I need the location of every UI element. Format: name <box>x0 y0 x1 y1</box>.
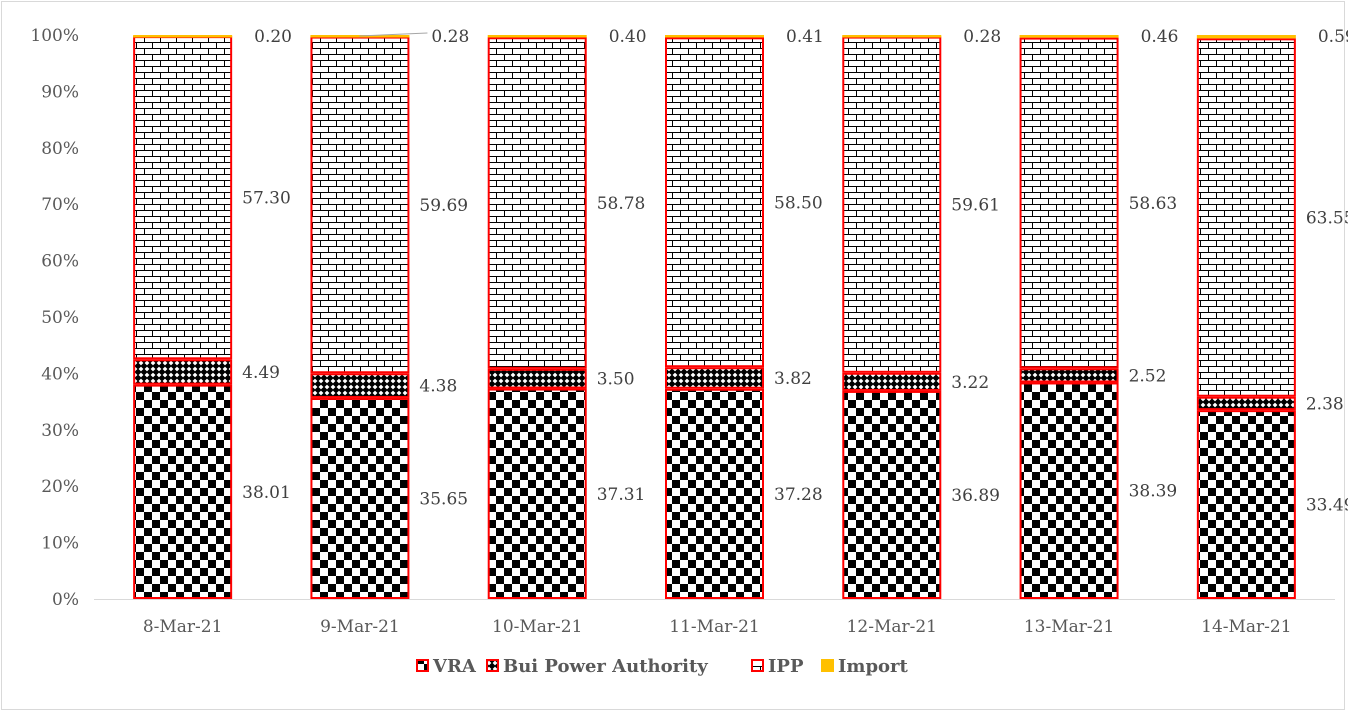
x-tick-label: 9-Mar-21 <box>320 617 400 637</box>
bar-segment-ipp <box>842 36 942 373</box>
data-label-bui-power-authority: 3.50 <box>597 370 635 390</box>
bar-segment-vra <box>665 388 764 599</box>
data-label-ipp: 59.69 <box>419 196 468 216</box>
bars <box>133 35 1296 600</box>
legend-label-ipp: IPP <box>768 656 804 677</box>
bar-segment-bui-power-authority <box>1196 396 1296 411</box>
bar-segment-import <box>665 35 764 38</box>
data-label-vra: 35.65 <box>419 489 468 509</box>
y-tick-label: 0% <box>52 590 79 610</box>
data-label-import: 0.40 <box>609 27 647 47</box>
bar-segment-import <box>842 35 942 38</box>
data-label-vra: 38.01 <box>242 483 291 503</box>
bar-segment-ipp <box>1019 37 1119 369</box>
x-axis: 8-Mar-21 9-Mar-21 10-Mar-21 11-Mar-21 12-Mar… <box>143 617 1292 637</box>
y-tick-label: 60% <box>41 252 79 272</box>
data-label-import: 0.28 <box>963 27 1001 47</box>
y-tick-label: 90% <box>41 82 79 102</box>
data-label-ipp: 63.55 <box>1306 209 1348 229</box>
data-label-vra: 37.31 <box>597 485 646 505</box>
leader-lines <box>359 32 428 37</box>
y-axis: 0% 10% 20% 30% 40% 50% 60% 70% 80% 90% 100% <box>30 26 79 610</box>
data-label-import: 0.20 <box>254 27 292 47</box>
bar-segment-import <box>487 35 587 38</box>
bar-segment-vra <box>1019 382 1119 599</box>
data-label-vra: 38.39 <box>1129 482 1178 502</box>
legend-swatch-bui-power-authority <box>486 659 499 672</box>
data-label-import: 0.59 <box>1318 27 1348 47</box>
data-label-ipp: 58.63 <box>1129 194 1178 214</box>
leader-line <box>359 32 428 37</box>
bar-segment-vra <box>133 384 233 599</box>
y-tick-label: 70% <box>41 195 79 215</box>
data-label-vra: 37.28 <box>774 485 823 505</box>
data-label-ipp: 58.50 <box>774 193 823 213</box>
bar-segment-ipp <box>665 37 764 368</box>
data-label-bui-power-authority: 3.22 <box>951 373 989 393</box>
y-tick-label: 80% <box>41 139 79 159</box>
data-label-import: 0.41 <box>786 27 824 47</box>
bar-segment-bui-power-authority <box>133 359 233 385</box>
bar-segment-import <box>1196 35 1296 39</box>
y-tick-label: 50% <box>41 308 79 328</box>
bar-segment-vra <box>310 397 410 599</box>
x-tick-label: 10-Mar-21 <box>492 617 582 637</box>
bar-segment-import <box>1019 35 1119 38</box>
y-tick-label: 30% <box>41 421 79 441</box>
bar-segment-vra <box>487 388 587 600</box>
y-tick-label: 20% <box>41 477 79 497</box>
data-label-ipp: 58.78 <box>597 194 646 214</box>
bar-segment-bui-power-authority <box>665 367 764 389</box>
x-tick-label: 13-Mar-21 <box>1024 617 1114 637</box>
bar-segment-vra <box>1196 410 1296 599</box>
legend-swatch-vra <box>416 659 429 672</box>
legend-label-bui-power-authority: Bui Power Authority <box>503 656 708 677</box>
bar-segment-ipp <box>310 36 410 374</box>
bar-segment-ipp <box>133 36 233 360</box>
bar-segment-ipp <box>487 37 587 369</box>
y-tick-label: 40% <box>41 364 79 384</box>
data-label-bui-power-authority: 2.52 <box>1129 366 1167 386</box>
y-tick-label: 100% <box>30 26 79 46</box>
y-tick-label: 10% <box>41 534 79 554</box>
bar-segment-bui-power-authority <box>310 373 410 398</box>
x-tick-label: 14-Mar-21 <box>1201 617 1291 637</box>
data-label-ipp: 59.61 <box>951 196 1000 216</box>
x-tick-label: 12-Mar-21 <box>847 617 937 637</box>
legend: VRA Bui Power Authority IPP Import <box>416 656 909 677</box>
bar-segment-bui-power-authority <box>842 372 942 391</box>
data-label-bui-power-authority: 3.82 <box>774 369 812 389</box>
data-label-import: 0.46 <box>1141 27 1179 47</box>
data-labels: 38.01 4.49 57.30 0.20 35.65 4.38 59.69 0.28 37.3… <box>242 27 1348 516</box>
legend-label-import: Import <box>838 656 909 677</box>
data-label-import: 0.28 <box>431 27 469 47</box>
legend-label-vra: VRA <box>432 656 477 677</box>
bar-segment-import <box>133 35 233 38</box>
data-label-vra: 36.89 <box>951 486 1000 506</box>
legend-swatch-import <box>821 659 834 672</box>
bar-segment-vra <box>842 390 942 599</box>
legend-swatch-ipp <box>751 659 764 672</box>
bar-segment-ipp <box>1196 38 1296 397</box>
bar-segment-bui-power-authority <box>487 368 587 389</box>
data-label-vra: 33.49 <box>1306 496 1348 516</box>
data-label-bui-power-authority: 4.49 <box>242 363 280 383</box>
bar-segment-bui-power-authority <box>1019 368 1119 383</box>
data-label-ipp: 57.30 <box>242 189 291 209</box>
data-label-bui-power-authority: 4.38 <box>419 377 457 397</box>
x-tick-label: 11-Mar-21 <box>669 617 759 637</box>
x-tick-label: 8-Mar-21 <box>143 617 223 637</box>
data-label-bui-power-authority: 2.38 <box>1306 394 1344 414</box>
